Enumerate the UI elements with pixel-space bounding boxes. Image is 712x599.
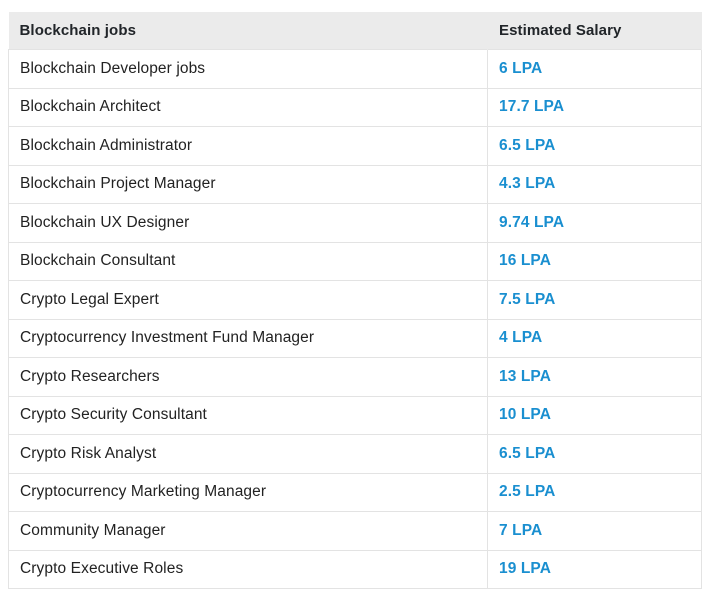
job-title-cell: Cryptocurrency Marketing Manager [8, 472, 488, 512]
job-title-cell: Crypto Executive Roles [8, 549, 488, 589]
header-blockchain-jobs: Blockchain jobs [8, 12, 488, 50]
table-row: Crypto Researchers 13 LPA [8, 357, 702, 397]
table-row: Blockchain Architect 17.7 LPA [8, 87, 702, 127]
job-title-cell: Blockchain Consultant [8, 241, 488, 281]
table-row: Crypto Risk Analyst 6.5 LPA [8, 434, 702, 474]
salary-cell: 6.5 LPA [487, 126, 702, 166]
table-row: Blockchain Developer jobs 6 LPA [8, 49, 702, 89]
table-header-row: Blockchain jobs Estimated Salary [8, 12, 702, 50]
header-estimated-salary: Estimated Salary [487, 12, 702, 50]
salary-cell: 4.3 LPA [487, 164, 702, 204]
table-row: Crypto Legal Expert 7.5 LPA [8, 280, 702, 320]
table-row: Crypto Security Consultant 10 LPA [8, 395, 702, 435]
table-row: Cryptocurrency Marketing Manager 2.5 LPA [8, 472, 702, 512]
job-title-cell: Cryptocurrency Investment Fund Manager [8, 318, 488, 358]
table-row: Blockchain Administrator 6.5 LPA [8, 126, 702, 166]
job-title-cell: Crypto Security Consultant [8, 395, 488, 435]
salary-cell: 6.5 LPA [487, 434, 702, 474]
table-row: Blockchain Project Manager 4.3 LPA [8, 164, 702, 204]
table-body: Blockchain Developer jobs 6 LPA Blockcha… [8, 49, 702, 589]
salary-cell: 6 LPA [487, 49, 702, 89]
job-title-cell: Blockchain Project Manager [8, 164, 488, 204]
salary-cell: 13 LPA [487, 357, 702, 397]
job-title-cell: Crypto Researchers [8, 357, 488, 397]
job-title-cell: Blockchain Developer jobs [8, 49, 488, 89]
salary-cell: 17.7 LPA [487, 87, 702, 127]
table-row: Crypto Executive Roles 19 LPA [8, 549, 702, 589]
salary-cell: 10 LPA [487, 395, 702, 435]
table-row: Blockchain Consultant 16 LPA [8, 241, 702, 281]
table-row: Blockchain UX Designer 9.74 LPA [8, 203, 702, 243]
job-title-cell: Blockchain UX Designer [8, 203, 488, 243]
salary-table: Blockchain jobs Estimated Salary Blockch… [8, 12, 702, 589]
salary-cell: 7.5 LPA [487, 280, 702, 320]
table-row: Community Manager 7 LPA [8, 511, 702, 551]
salary-cell: 9.74 LPA [487, 203, 702, 243]
table-header: Blockchain jobs Estimated Salary [8, 12, 702, 50]
job-title-cell: Crypto Legal Expert [8, 280, 488, 320]
job-title-cell: Blockchain Administrator [8, 126, 488, 166]
salary-table-container: Blockchain jobs Estimated Salary Blockch… [8, 12, 702, 589]
table-row: Cryptocurrency Investment Fund Manager 4… [8, 318, 702, 358]
salary-cell: 4 LPA [487, 318, 702, 358]
job-title-cell: Blockchain Architect [8, 87, 488, 127]
salary-cell: 19 LPA [487, 549, 702, 589]
salary-cell: 7 LPA [487, 511, 702, 551]
salary-cell: 2.5 LPA [487, 472, 702, 512]
salary-cell: 16 LPA [487, 241, 702, 281]
job-title-cell: Crypto Risk Analyst [8, 434, 488, 474]
job-title-cell: Community Manager [8, 511, 488, 551]
